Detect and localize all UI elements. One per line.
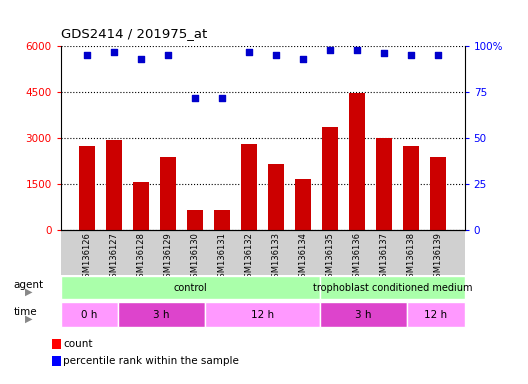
- Text: agent: agent: [13, 280, 43, 290]
- Bar: [322, 127, 338, 230]
- Point: [434, 52, 442, 58]
- Text: GDS2414 / 201975_at: GDS2414 / 201975_at: [61, 27, 207, 40]
- Bar: [268, 164, 284, 230]
- Bar: [320, 302, 407, 327]
- Text: 3 h: 3 h: [355, 310, 372, 320]
- Bar: [160, 157, 176, 230]
- Bar: [407, 302, 465, 327]
- Text: 3 h: 3 h: [154, 310, 170, 320]
- Bar: [106, 140, 122, 230]
- Text: percentile rank within the sample: percentile rank within the sample: [63, 356, 239, 366]
- Text: trophoblast conditioned medium: trophoblast conditioned medium: [313, 283, 472, 293]
- Text: 12 h: 12 h: [424, 310, 447, 320]
- Text: 12 h: 12 h: [251, 310, 274, 320]
- Bar: [61, 302, 118, 327]
- Text: ▶: ▶: [25, 286, 32, 296]
- Point: [245, 48, 253, 55]
- Text: time: time: [13, 306, 37, 317]
- Point: [137, 56, 145, 62]
- Bar: [214, 210, 230, 230]
- Bar: [349, 93, 365, 230]
- Point: [299, 56, 307, 62]
- Bar: [79, 146, 95, 230]
- Point: [326, 47, 334, 53]
- Point: [353, 47, 361, 53]
- Bar: [430, 157, 446, 230]
- Bar: [118, 302, 205, 327]
- Bar: [320, 276, 465, 299]
- Text: 0 h: 0 h: [81, 310, 98, 320]
- Point: [218, 94, 227, 101]
- Point: [380, 50, 389, 56]
- Point: [83, 52, 91, 58]
- Text: control: control: [174, 283, 208, 293]
- Bar: [376, 138, 392, 230]
- Bar: [403, 146, 419, 230]
- Bar: [187, 210, 203, 230]
- Point: [407, 52, 416, 58]
- Point: [272, 52, 280, 58]
- Point: [191, 94, 200, 101]
- Text: ▶: ▶: [25, 313, 32, 324]
- Point: [164, 52, 173, 58]
- Bar: [241, 144, 257, 230]
- Bar: [61, 276, 320, 299]
- Bar: [133, 182, 149, 230]
- Bar: [205, 302, 320, 327]
- Point: [110, 48, 118, 55]
- Text: count: count: [63, 339, 93, 349]
- Bar: [295, 179, 312, 230]
